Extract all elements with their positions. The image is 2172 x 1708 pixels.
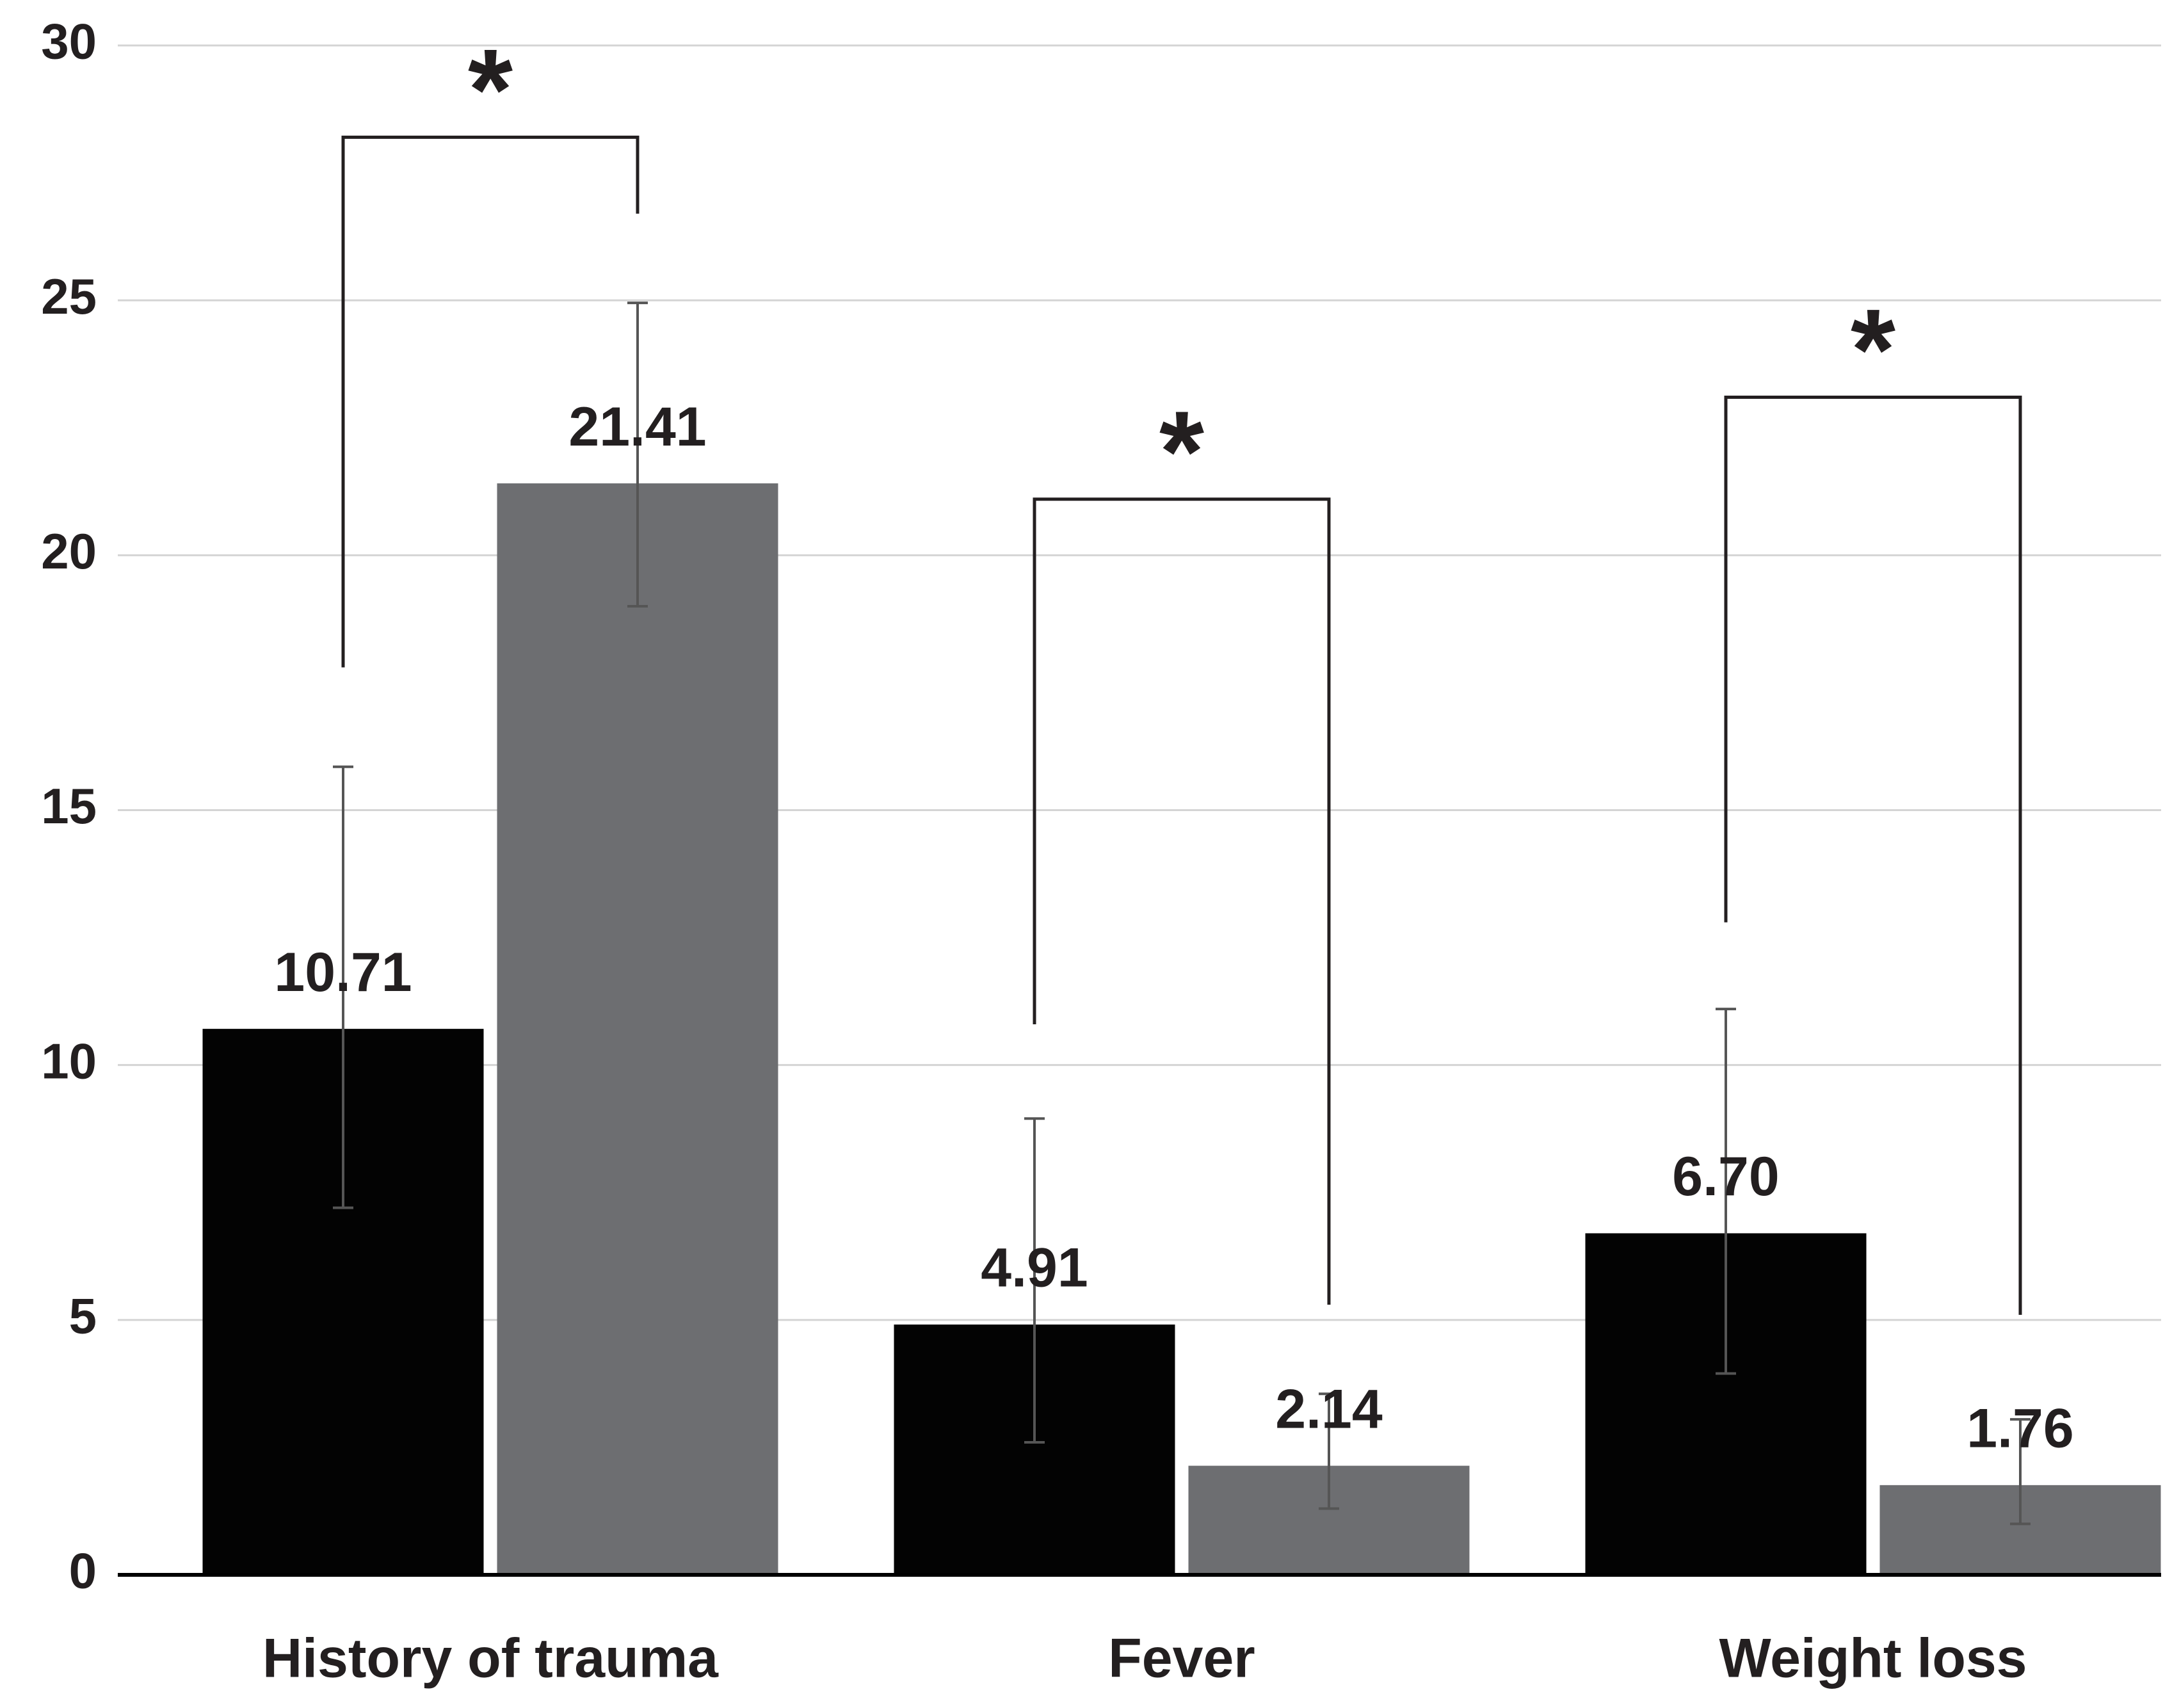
significance-marker: * (1851, 286, 1895, 414)
value-label: 10.71 (274, 942, 412, 1003)
x-tick-label: Weight loss (1719, 1628, 2027, 1689)
value-label: 6.70 (1672, 1146, 1779, 1207)
y-tick-label: 10 (41, 1033, 97, 1089)
value-label: 4.91 (981, 1237, 1088, 1299)
value-label: 21.41 (568, 396, 706, 458)
significance-marker: * (1159, 387, 1204, 516)
x-tick-label: History of trauma (262, 1628, 719, 1689)
y-tick-label: 5 (69, 1287, 97, 1344)
bar (497, 483, 778, 1575)
value-label: 2.14 (1275, 1378, 1383, 1440)
y-tick-label: 25 (41, 268, 97, 325)
x-tick-label: Fever (1108, 1628, 1255, 1689)
y-tick-label: 0 (69, 1543, 97, 1599)
y-tick-label: 15 (41, 778, 97, 834)
y-tick-label: 30 (41, 13, 97, 70)
significance-marker: * (468, 26, 513, 154)
significance-bracket (1724, 395, 2022, 1315)
y-tick-label: 20 (41, 523, 97, 579)
value-label: 1.76 (1967, 1398, 2073, 1460)
significance-bracket (1033, 497, 1331, 1305)
significance-bracket (341, 135, 640, 668)
